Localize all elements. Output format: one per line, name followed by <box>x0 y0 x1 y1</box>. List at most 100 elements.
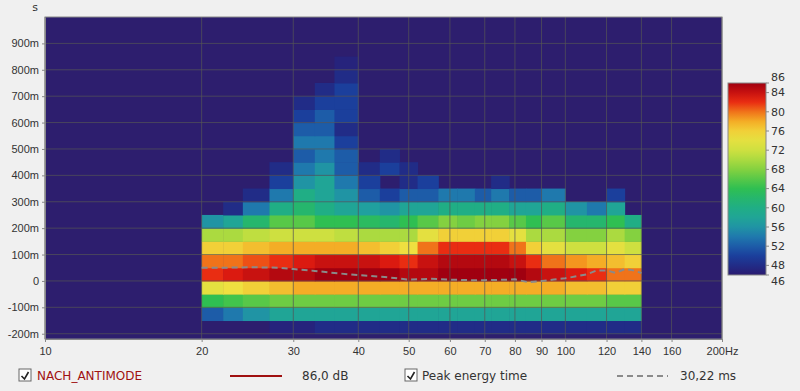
heatmap-cell <box>223 281 243 295</box>
heatmap-cell <box>587 321 607 335</box>
heatmap-cell <box>542 189 566 203</box>
x-axis-line <box>46 339 723 340</box>
color-bar-tick <box>766 83 769 84</box>
heatmap-cell <box>509 321 526 335</box>
y-tick-mark <box>42 334 45 335</box>
grid-line-y <box>45 96 722 97</box>
grid-line-x <box>565 17 566 339</box>
legend-checkbox[interactable] <box>19 369 31 381</box>
heatmap-cell <box>457 215 475 229</box>
heatmap-cell <box>491 202 510 216</box>
grid <box>45 17 722 339</box>
y-tick: 400m <box>11 169 45 181</box>
x-tick-label: 160 <box>663 345 681 357</box>
heatmap-cell <box>315 109 335 123</box>
grid-line-y <box>45 254 722 255</box>
heatmap-cell <box>418 307 439 321</box>
heatmap-cell <box>358 228 380 242</box>
plot-background <box>45 17 722 339</box>
heatmap-cell <box>380 228 400 242</box>
legend-checkbox[interactable] <box>405 369 417 381</box>
color-bar-label: 64 <box>771 182 785 195</box>
heatmap-cell <box>202 255 224 269</box>
heatmap-cell <box>334 149 358 163</box>
heatmap-cell <box>565 281 587 295</box>
grid-line-y <box>45 280 722 281</box>
heatmap-cell <box>587 228 607 242</box>
x-tick: 60 <box>444 339 456 357</box>
grid-line-y <box>45 175 722 176</box>
heatmap-cell <box>243 241 270 255</box>
heatmap-cell <box>509 241 526 255</box>
heatmap-cell <box>315 294 335 308</box>
x-tick-mark <box>672 339 673 342</box>
heatmap-cell <box>565 255 587 269</box>
heatmap-cell <box>334 307 358 321</box>
heatmap-cell <box>334 241 358 255</box>
grid-line-y <box>45 307 722 308</box>
heatmap-cell <box>438 202 458 216</box>
y-tick: 500m <box>11 143 45 155</box>
legend-check <box>408 372 415 379</box>
heatmap-cell <box>418 175 439 189</box>
heatmap-cell <box>223 241 243 255</box>
heatmap-cell <box>542 241 566 255</box>
heatmap-cell <box>243 281 270 295</box>
heatmap-cell <box>526 255 542 269</box>
heatmap-cell <box>542 202 566 216</box>
heatmap-cell <box>418 255 439 269</box>
heatmap-cell <box>380 241 400 255</box>
heatmap-cell <box>269 321 293 335</box>
heatmap-cell <box>380 281 400 295</box>
heatmap-cell <box>625 215 642 229</box>
heatmap-cell <box>380 255 400 269</box>
heatmap-cell <box>269 307 293 321</box>
grid-line-y <box>45 228 722 229</box>
heatmap-cell <box>293 321 315 335</box>
heatmap-cell <box>542 255 566 269</box>
heatmap-cell <box>509 215 526 229</box>
y-tick-mark <box>42 281 45 282</box>
heatmap-cell <box>334 83 358 97</box>
y-tick: -200m <box>8 328 45 340</box>
heatmap-cell <box>438 294 458 308</box>
x-tick-mark <box>641 339 642 342</box>
heatmap-cell <box>509 228 526 242</box>
heatmap-cell <box>334 136 358 150</box>
heatmap-cell <box>565 241 587 255</box>
grid-line-x <box>484 17 485 339</box>
grid-line-y <box>45 69 722 70</box>
heatmap-cell <box>380 215 400 229</box>
y-tick-label: 200m <box>11 222 39 234</box>
heatmap-cell <box>607 294 626 308</box>
heatmap-cell <box>457 307 475 321</box>
heatmap-cell <box>438 321 458 335</box>
x-tick: 20 <box>196 339 208 357</box>
heatmap-cell <box>358 175 380 189</box>
x-tick-label: 200Hz <box>707 345 739 357</box>
heatmap-cell <box>269 241 293 255</box>
y-tick-label: 100m <box>11 249 39 261</box>
color-bar-tick <box>766 150 769 151</box>
grid-line-x <box>358 17 359 339</box>
heatmap-cell <box>269 162 293 176</box>
heatmap-cell <box>315 149 335 163</box>
heatmap-cell <box>526 241 542 255</box>
x-tick: 50 <box>403 339 415 357</box>
chart: 102030405060708090100120140160200Hz-200m… <box>0 0 800 391</box>
heatmap-cell <box>587 307 607 321</box>
heatmap-cell <box>315 241 335 255</box>
x-tick-label: 70 <box>479 345 491 357</box>
heatmap-cell <box>315 321 335 335</box>
y-tick-label: 900m <box>11 37 39 49</box>
heatmap-cell <box>269 215 293 229</box>
heatmap-cell <box>315 215 335 229</box>
heatmap-cell <box>334 162 358 176</box>
grid-line-x <box>201 17 202 339</box>
color-bar-label: 72 <box>771 144 785 157</box>
heatmap-cell <box>334 175 358 189</box>
legend-name: Peak energy time <box>422 369 527 383</box>
grid-line-x <box>293 17 294 339</box>
heatmap-cell <box>491 281 510 295</box>
heatmap-cell <box>293 149 315 163</box>
